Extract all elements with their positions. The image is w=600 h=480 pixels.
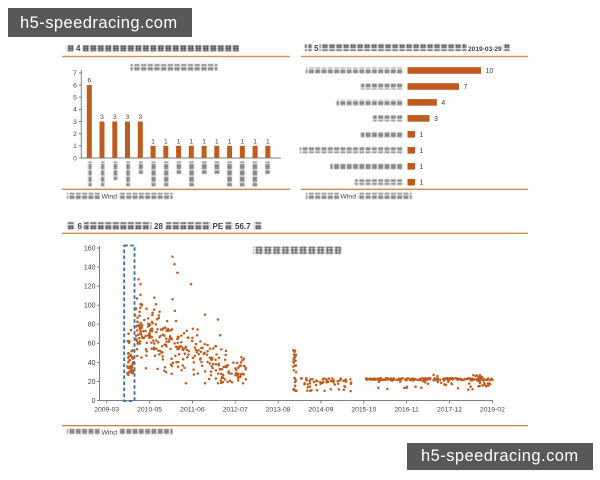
svg-text:7: 7 (73, 70, 77, 77)
svg-text:6: 6 (78, 222, 83, 231)
svg-text:3: 3 (434, 116, 438, 123)
svg-text:3: 3 (113, 114, 117, 121)
svg-text:1: 1 (266, 138, 270, 145)
svg-text:0: 0 (92, 398, 96, 405)
svg-text:1: 1 (151, 138, 155, 145)
svg-text:120: 120 (84, 284, 96, 291)
svg-text:28: 28 (154, 222, 163, 231)
svg-text:56.7: 56.7 (235, 222, 251, 231)
svg-text:4: 4 (441, 100, 445, 107)
svg-text:10: 10 (486, 68, 494, 75)
svg-text:1: 1 (420, 132, 424, 139)
svg-text:20: 20 (88, 379, 96, 386)
svg-text:40: 40 (88, 360, 96, 367)
svg-text:0: 0 (73, 155, 77, 162)
svg-text:3: 3 (100, 114, 104, 121)
svg-text:6: 6 (87, 78, 91, 85)
svg-text:7: 7 (464, 84, 468, 91)
svg-text:2017-12: 2017-12 (437, 407, 462, 414)
svg-text:5: 5 (73, 95, 77, 102)
svg-text:2009-03: 2009-03 (94, 407, 119, 414)
svg-text:1: 1 (420, 164, 424, 171)
svg-text:80: 80 (88, 322, 96, 329)
svg-text:1: 1 (189, 138, 193, 145)
svg-text:3: 3 (138, 114, 142, 121)
svg-text:140: 140 (84, 264, 96, 271)
svg-text:1: 1 (253, 138, 257, 145)
svg-text:2013-08: 2013-08 (266, 407, 291, 414)
svg-text:1: 1 (215, 138, 219, 145)
svg-text:6: 6 (73, 82, 77, 89)
svg-text:2: 2 (73, 131, 77, 138)
svg-text:1: 1 (240, 138, 244, 145)
svg-text:1: 1 (420, 148, 424, 155)
svg-text:Wind: Wind (102, 193, 118, 200)
svg-text:3: 3 (126, 114, 130, 121)
svg-text:Wind: Wind (102, 430, 118, 437)
svg-text:1: 1 (164, 138, 168, 145)
svg-text:100: 100 (84, 303, 96, 310)
svg-text:1: 1 (202, 138, 206, 145)
svg-text:2011-06: 2011-06 (180, 407, 205, 414)
svg-text:2019-03-29: 2019-03-29 (468, 46, 502, 53)
svg-text:2015-10: 2015-10 (351, 407, 376, 414)
svg-text:2010-05: 2010-05 (137, 407, 162, 414)
svg-text:PE: PE (213, 222, 224, 231)
svg-text:1: 1 (73, 143, 77, 150)
svg-text:1: 1 (177, 138, 181, 145)
svg-text:2019-02: 2019-02 (480, 407, 505, 414)
svg-text:Wind: Wind (341, 193, 357, 200)
svg-text:1: 1 (228, 138, 232, 145)
svg-text:60: 60 (88, 341, 96, 348)
svg-text:2016-11: 2016-11 (394, 407, 419, 414)
svg-text:4: 4 (73, 107, 77, 114)
svg-text:3: 3 (73, 119, 77, 126)
svg-text:2012-07: 2012-07 (223, 407, 248, 414)
svg-text:5: 5 (314, 44, 319, 53)
svg-text:1: 1 (420, 180, 424, 187)
svg-text:160: 160 (84, 245, 96, 252)
svg-text:2014-09: 2014-09 (308, 407, 333, 414)
svg-text:4: 4 (76, 44, 81, 53)
